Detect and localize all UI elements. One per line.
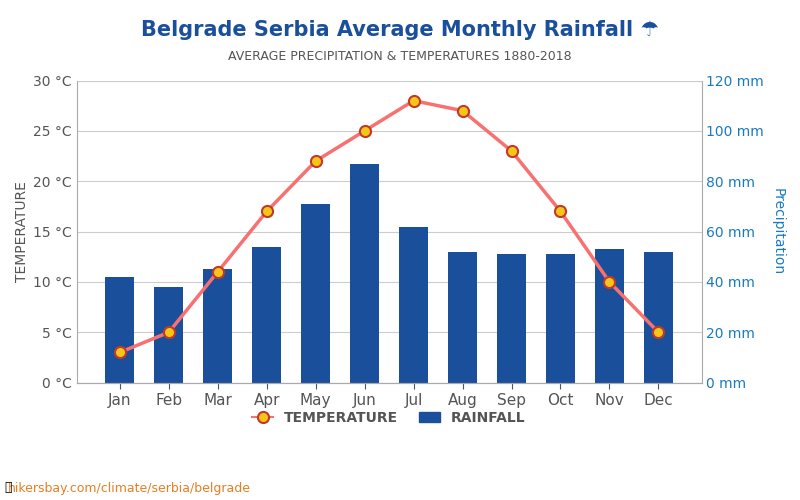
Bar [154,287,183,382]
Text: 📍: 📍 [4,481,11,494]
Bar [301,204,330,382]
Bar [399,226,428,382]
Bar [203,270,233,382]
Legend: TEMPERATURE, RAINFALL: TEMPERATURE, RAINFALL [247,405,531,430]
Text: hikersbay.com/climate/serbia/belgrade: hikersbay.com/climate/serbia/belgrade [8,482,251,495]
Bar [448,252,478,382]
Bar [252,246,282,382]
Bar [644,252,673,382]
Bar [546,254,575,382]
Y-axis label: Precipitation: Precipitation [771,188,785,275]
Bar [497,254,526,382]
Y-axis label: TEMPERATURE: TEMPERATURE [15,181,29,282]
Text: AVERAGE PRECIPITATION & TEMPERATURES 1880-2018: AVERAGE PRECIPITATION & TEMPERATURES 188… [228,50,572,63]
Text: Belgrade Serbia Average Monthly Rainfall ☂: Belgrade Serbia Average Monthly Rainfall… [141,20,659,40]
Bar [594,249,624,382]
Bar [350,164,379,382]
Bar [105,277,134,382]
